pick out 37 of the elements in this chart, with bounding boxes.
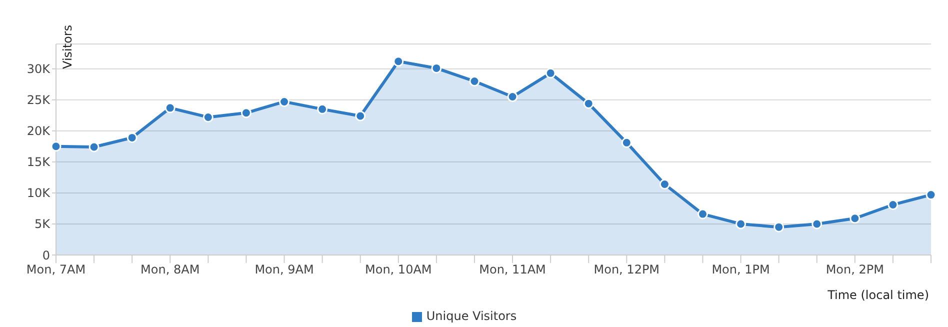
point xyxy=(697,208,708,220)
y-tick-label: 25K xyxy=(26,93,52,108)
point xyxy=(736,218,746,230)
point xyxy=(393,56,404,67)
x-tick-label: Mon, 2PM xyxy=(826,262,884,277)
point xyxy=(240,108,252,118)
y-tick-label: 10K xyxy=(26,186,52,200)
legend-label: Unique Visitors xyxy=(426,309,517,323)
y-tick-label: 5K xyxy=(34,217,52,232)
point xyxy=(507,92,518,102)
point xyxy=(774,222,784,232)
y-tick-label: 15K xyxy=(26,155,52,170)
point xyxy=(659,179,670,190)
x-tick-label: Mon, 9AM xyxy=(254,262,314,277)
y-tick-label: 20K xyxy=(26,124,52,138)
point xyxy=(812,218,822,230)
point xyxy=(545,68,556,78)
point xyxy=(88,142,100,152)
point xyxy=(583,98,594,109)
point xyxy=(317,104,328,114)
y-axis-title: Visitors xyxy=(60,24,75,69)
x-tick-label: Mon, 12PM xyxy=(594,262,660,277)
x-tick-label: Mon, 10AM xyxy=(365,262,432,277)
y-tick-label: 0 xyxy=(42,248,50,262)
point xyxy=(926,190,936,200)
point xyxy=(850,213,860,224)
x-tick-label: Mon, 1PM xyxy=(712,262,770,277)
y-tick-label: 30K xyxy=(26,62,52,76)
x-tick-label: Mon, 7AM xyxy=(26,262,86,277)
x-tick-label: Mon, 11AM xyxy=(479,262,546,277)
point xyxy=(164,102,176,114)
point xyxy=(50,141,62,152)
x-axis-title: Time (local time) xyxy=(826,288,929,302)
x-tick-label: Mon, 8AM xyxy=(140,262,200,277)
point xyxy=(126,132,138,143)
point xyxy=(355,110,366,122)
point xyxy=(621,137,632,148)
